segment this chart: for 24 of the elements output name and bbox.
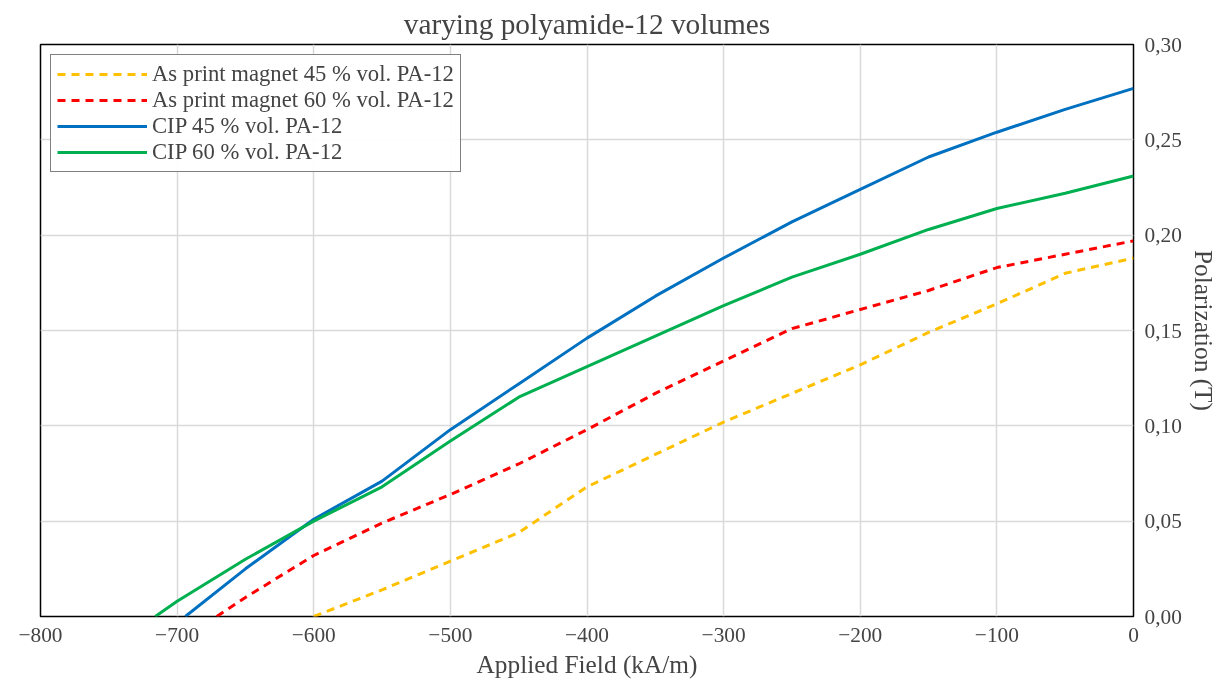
x-tick-label: −600 xyxy=(291,622,336,647)
x-axis-title: Applied Field (kA/m) xyxy=(476,649,698,679)
y-tick-label: 0,00 xyxy=(1144,604,1182,629)
y-tick-label: 0,05 xyxy=(1144,509,1182,534)
chart-title: varying polyamide-12 volumes xyxy=(403,7,771,40)
x-tick-label: −300 xyxy=(701,622,746,647)
x-tick-label: −200 xyxy=(838,622,883,647)
legend-label: CIP 45 % vol. PA-12 xyxy=(152,113,343,139)
x-tick-label: −800 xyxy=(18,622,63,647)
y-tick-label: 0,20 xyxy=(1144,223,1182,248)
x-tick-label: −100 xyxy=(974,622,1019,647)
y-tick-label: 0,15 xyxy=(1144,318,1182,343)
x-tick-label: −400 xyxy=(564,622,610,647)
x-tick-label: −700 xyxy=(155,622,200,647)
x-tick-label: −500 xyxy=(428,622,473,647)
legend-label: As print magnet 60 % vol. PA-12 xyxy=(152,87,454,113)
line-series xyxy=(153,174,1134,617)
y-tick-label: 0,25 xyxy=(1144,127,1182,152)
x-tick-label: 0 xyxy=(1128,622,1139,647)
y-axis-title: Polarization (T) xyxy=(1188,249,1218,412)
y-tick-label: 0,10 xyxy=(1144,413,1182,438)
legend-label: As print magnet 45 % vol. PA-12 xyxy=(152,61,454,87)
y-tick-label: 0,30 xyxy=(1144,32,1182,57)
legend-label: CIP 60 % vol. PA-12 xyxy=(152,139,343,165)
